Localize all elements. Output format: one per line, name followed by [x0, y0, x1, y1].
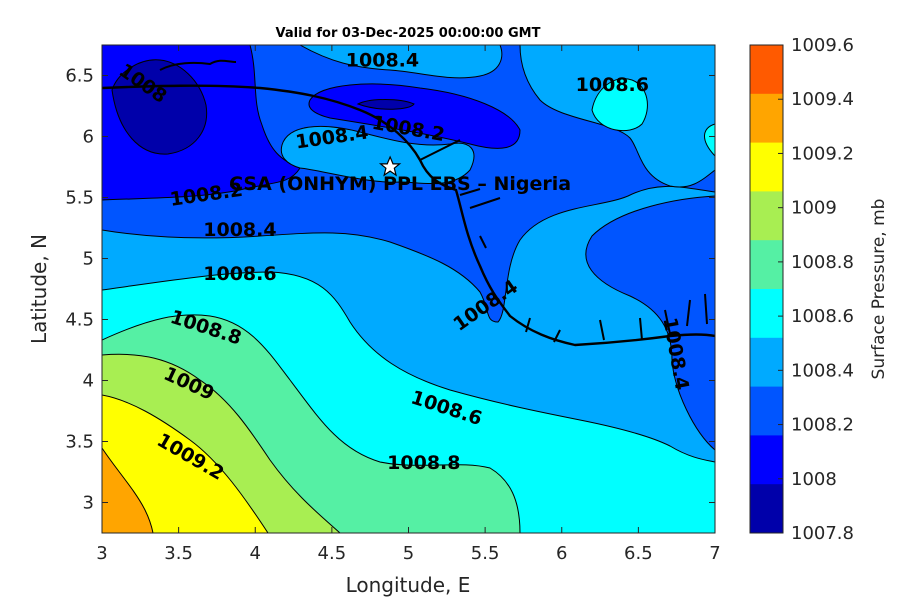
x-tick-label: 3	[96, 543, 107, 564]
x-tick-label: 4.5	[318, 543, 347, 564]
band-1008-6-northeast	[591, 78, 648, 132]
site-label: CSA (ONHYM) PPL EBS – Nigeria	[229, 173, 571, 195]
colorbar-tick-label: 1009.6	[791, 35, 854, 56]
plot-title: Valid for 03-Dec-2025 00:00:00 GMT	[276, 26, 541, 41]
band-1009-2	[102, 394, 269, 533]
y-tick-label: 5.5	[65, 188, 94, 209]
colorbar-tick-label: 1008	[791, 469, 837, 490]
band-1008-0-tongue	[308, 83, 521, 149]
x-tick-label: 5.5	[471, 543, 500, 564]
colorbar-swatch	[750, 484, 783, 534]
x-axis-label: Longitude, E	[346, 573, 471, 597]
colorbar-tick-labels: 1009.6 1009.4 1009.2 1009 1008.8 1008.6 …	[791, 35, 854, 544]
colorbar-tick-label: 1008.2	[791, 415, 854, 436]
colorbar-tick-label: 1009.2	[791, 143, 854, 164]
y-tick-label: 3.5	[65, 432, 94, 453]
colorbar-label: Surface Pressure, mb	[869, 199, 889, 380]
contour-label: 1008.4	[346, 50, 419, 72]
band-1008-4-blob	[298, 45, 503, 79]
colorbar-frame	[749, 44, 784, 534]
colorbar	[749, 44, 784, 534]
colorbar-swatch	[750, 337, 783, 388]
band-1007-8-tongue	[356, 99, 415, 110]
x-tick-label: 7	[709, 543, 720, 564]
y-tick-label: 6.5	[65, 66, 94, 87]
band-1009-4	[102, 447, 154, 533]
axis-tick-marks	[101, 45, 716, 533]
colorbar-swatch	[750, 191, 783, 241]
colorbar-tick-label: 1008.6	[791, 306, 854, 327]
colorbar-swatch	[750, 435, 783, 485]
band-1007-8	[111, 59, 208, 155]
colorbar-swatch	[750, 142, 783, 192]
colorbar-swatch	[750, 93, 783, 144]
site-star-icon	[378, 155, 402, 177]
colorbar-swatch	[750, 386, 783, 436]
colorbar-tick-label: 1007.8	[791, 523, 854, 544]
y-tick-label: 4.5	[65, 310, 94, 331]
y-tick-label: 4	[83, 371, 94, 392]
colorbar-tick-label: 1008.4	[791, 360, 854, 381]
y-axis-label: Latitude, N	[27, 234, 51, 344]
colorbar-swatch	[750, 240, 783, 290]
colorbar-swatch	[750, 45, 783, 95]
x-tick-label: 3.5	[164, 543, 193, 564]
y-axis-ticks: 6.5 6 5.5 5 4.5 4 3.5 3	[65, 66, 94, 514]
x-tick-label: 6	[556, 543, 567, 564]
y-tick-label: 5	[83, 249, 94, 270]
x-tick-label: 5	[403, 543, 414, 564]
lagos-lagoon	[159, 59, 237, 71]
contour-label: 1008.8	[387, 452, 460, 474]
contour-label: 1008.6	[576, 74, 649, 96]
x-axis-ticks: 3 3.5 4 4.5 5 5.5 6 6.5 7	[96, 543, 720, 564]
map-plot-area: 1008.4 1008.6 1008 1008.4 1008.2 1008.2 …	[102, 45, 715, 533]
contour-label: 1008.4	[203, 219, 276, 241]
contour-label: 1008.6	[203, 263, 276, 285]
y-tick-label: 6	[83, 127, 94, 148]
colorbar-tick-label: 1008.8	[791, 252, 854, 273]
x-tick-label: 4	[250, 543, 261, 564]
band-1008-2-east-pocket	[585, 195, 715, 451]
colorbar-tick-label: 1009	[791, 198, 837, 219]
delta-creeks	[419, 139, 708, 343]
y-tick-label: 3	[83, 493, 94, 514]
colorbar-tick-label: 1009.4	[791, 89, 854, 110]
x-tick-label: 6.5	[624, 543, 653, 564]
coastline	[102, 84, 715, 347]
colorbar-swatch	[750, 289, 783, 339]
